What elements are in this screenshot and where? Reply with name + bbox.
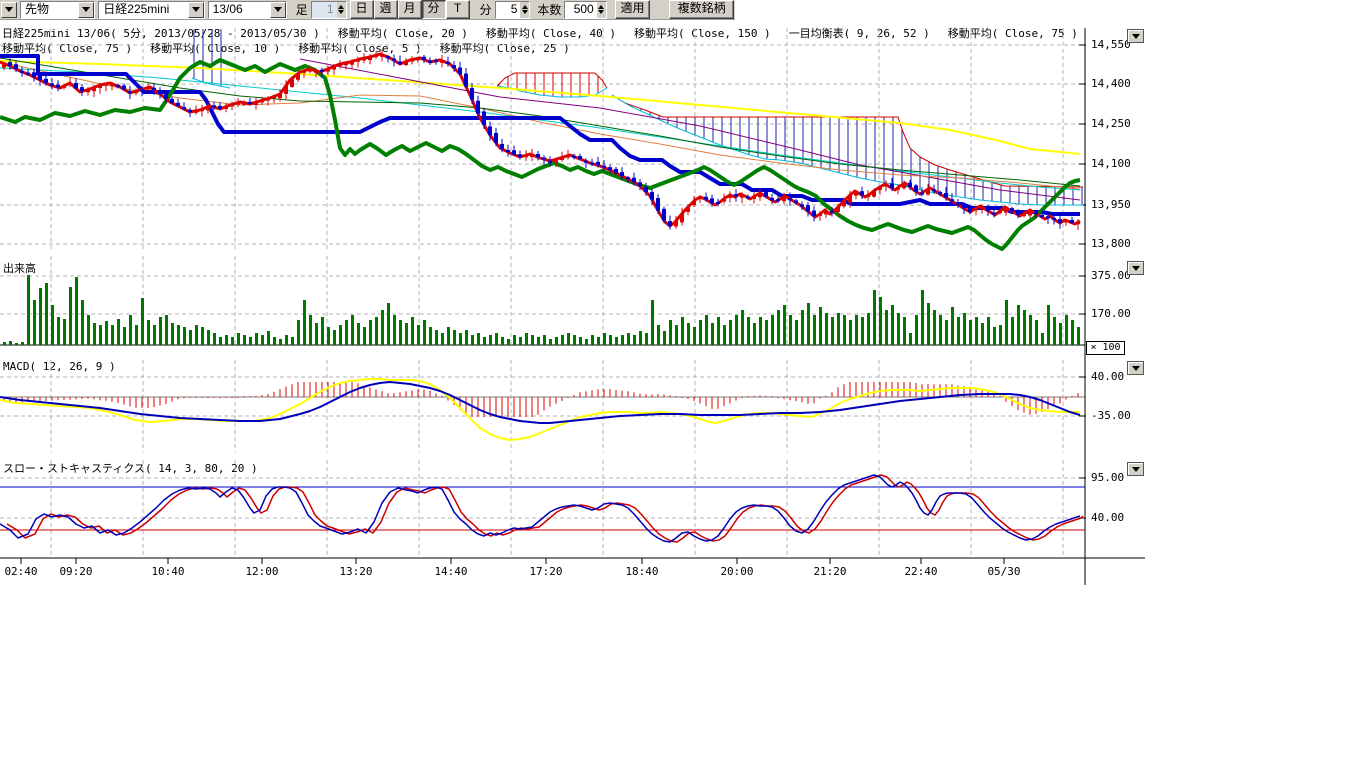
spinner-arrows-icon[interactable] (596, 1, 606, 18)
time-label: 13:20 (339, 565, 373, 578)
stoch-panel-title: スロー・ストキャスティクス( 14, 3, 80, 20 ) (3, 462, 258, 475)
symbol-select[interactable]: 日経225mini (98, 0, 205, 19)
chevron-down-icon (1131, 33, 1140, 39)
stoch-panel-menu-button[interactable] (1127, 462, 1144, 476)
chevron-down-icon (191, 7, 200, 12)
legend-item: 移動平均( Close, 75 ) (947, 27, 1078, 40)
spinner-arrows-icon[interactable] (520, 1, 530, 18)
axis-label: 13,950 (1091, 198, 1131, 211)
spinner-arrows-icon[interactable] (336, 1, 346, 18)
chevron-down-icon[interactable] (78, 1, 95, 18)
time-label: 18:40 (625, 565, 659, 578)
legend-item: 移動平均( Close, 150 ) (633, 27, 771, 40)
period-button-週[interactable]: 週 (373, 0, 398, 19)
axis-label: 13,800 (1091, 237, 1131, 250)
legend-item: 日経225mini 13/06( 5分, 2013/05/28 - 2013/0… (2, 27, 320, 40)
bar-interval-spinner[interactable]: 1 (310, 0, 347, 19)
apply-button[interactable]: 適用 (614, 0, 651, 19)
bars-count-value: 500 (573, 1, 594, 16)
chevron-down-icon (273, 7, 282, 12)
chevron-down-icon (1131, 265, 1140, 271)
market-select[interactable]: 先物 (20, 0, 96, 19)
time-label: 12:00 (245, 565, 279, 578)
time-label: 09:20 (59, 565, 93, 578)
time-label: 20:00 (720, 565, 754, 578)
time-label: 05/30 (987, 565, 1021, 578)
bar-type-label: 足 (295, 3, 308, 17)
volume-panel-title: 出来高 (3, 262, 36, 275)
axis-label: 40.00 (1091, 370, 1125, 383)
axis-label: 40.00 (1091, 511, 1125, 524)
legend-item: 移動平均( Close, 20 ) (337, 27, 468, 40)
time-label: 14:40 (434, 565, 468, 578)
period-button-T[interactable]: T (445, 0, 470, 19)
axis-label: 375.00 (1091, 269, 1131, 282)
contract-select-value: 13/06 (212, 1, 243, 16)
axis-label: 14,100 (1091, 157, 1131, 170)
macd-panel-menu-button[interactable] (1127, 361, 1144, 375)
macd-panel-title: MACD( 12, 26, 9 ) (3, 360, 116, 373)
axis-label: 14,250 (1091, 117, 1131, 130)
axis-label: 14,400 (1091, 77, 1131, 90)
minute-spinner[interactable]: 5 (494, 0, 531, 19)
bars-count-spinner[interactable]: 500 (564, 0, 607, 19)
chevron-down-icon[interactable] (269, 1, 286, 18)
axis-label: 170.00 (1091, 307, 1131, 320)
bar-interval-value: 1 (326, 1, 334, 16)
period-button-月[interactable]: 月 (397, 0, 422, 19)
chevron-down-icon (1131, 466, 1140, 472)
window-dropdown-button[interactable] (1, 1, 17, 18)
time-label: 21:20 (813, 565, 847, 578)
bars-count-label: 本数 (537, 3, 562, 17)
legend-item: 移動平均( Close, 40 ) (485, 27, 616, 40)
period-button-分[interactable]: 分 (421, 0, 446, 19)
minute-label: 分 (479, 3, 492, 17)
time-label: 10:40 (151, 565, 185, 578)
chart-legend-line1: 日経225mini 13/06( 5分, 2013/05/28 - 2013/0… (2, 25, 1096, 41)
price-panel-menu-button[interactable] (1127, 29, 1144, 43)
time-label: 22:40 (904, 565, 938, 578)
axis-label: 14,550 (1091, 38, 1131, 51)
contract-select[interactable]: 13/06 (207, 0, 287, 19)
legend-item: 一目均衡表( 9, 26, 52 ) (788, 27, 930, 40)
chevron-down-icon (1131, 365, 1140, 371)
chevron-down-icon[interactable] (187, 1, 204, 18)
chevron-down-icon (82, 7, 91, 12)
axis-label: -35.00 (1091, 409, 1131, 422)
chevron-down-icon (5, 7, 13, 12)
time-label: 02:40 (4, 565, 38, 578)
axis-label: 95.00 (1091, 471, 1125, 484)
period-button-日[interactable]: 日 (349, 0, 374, 19)
multi-symbol-button[interactable]: 複数銘柄 (669, 0, 734, 19)
volume-multiplier-badge: × 100 (1086, 341, 1125, 355)
volume-panel-menu-button[interactable] (1127, 261, 1144, 275)
market-select-value: 先物 (25, 1, 50, 16)
symbol-select-value: 日経225mini (103, 1, 170, 16)
time-label: 17:20 (529, 565, 563, 578)
chart-canvas (0, 28, 1145, 585)
minute-value: 5 (510, 1, 518, 16)
